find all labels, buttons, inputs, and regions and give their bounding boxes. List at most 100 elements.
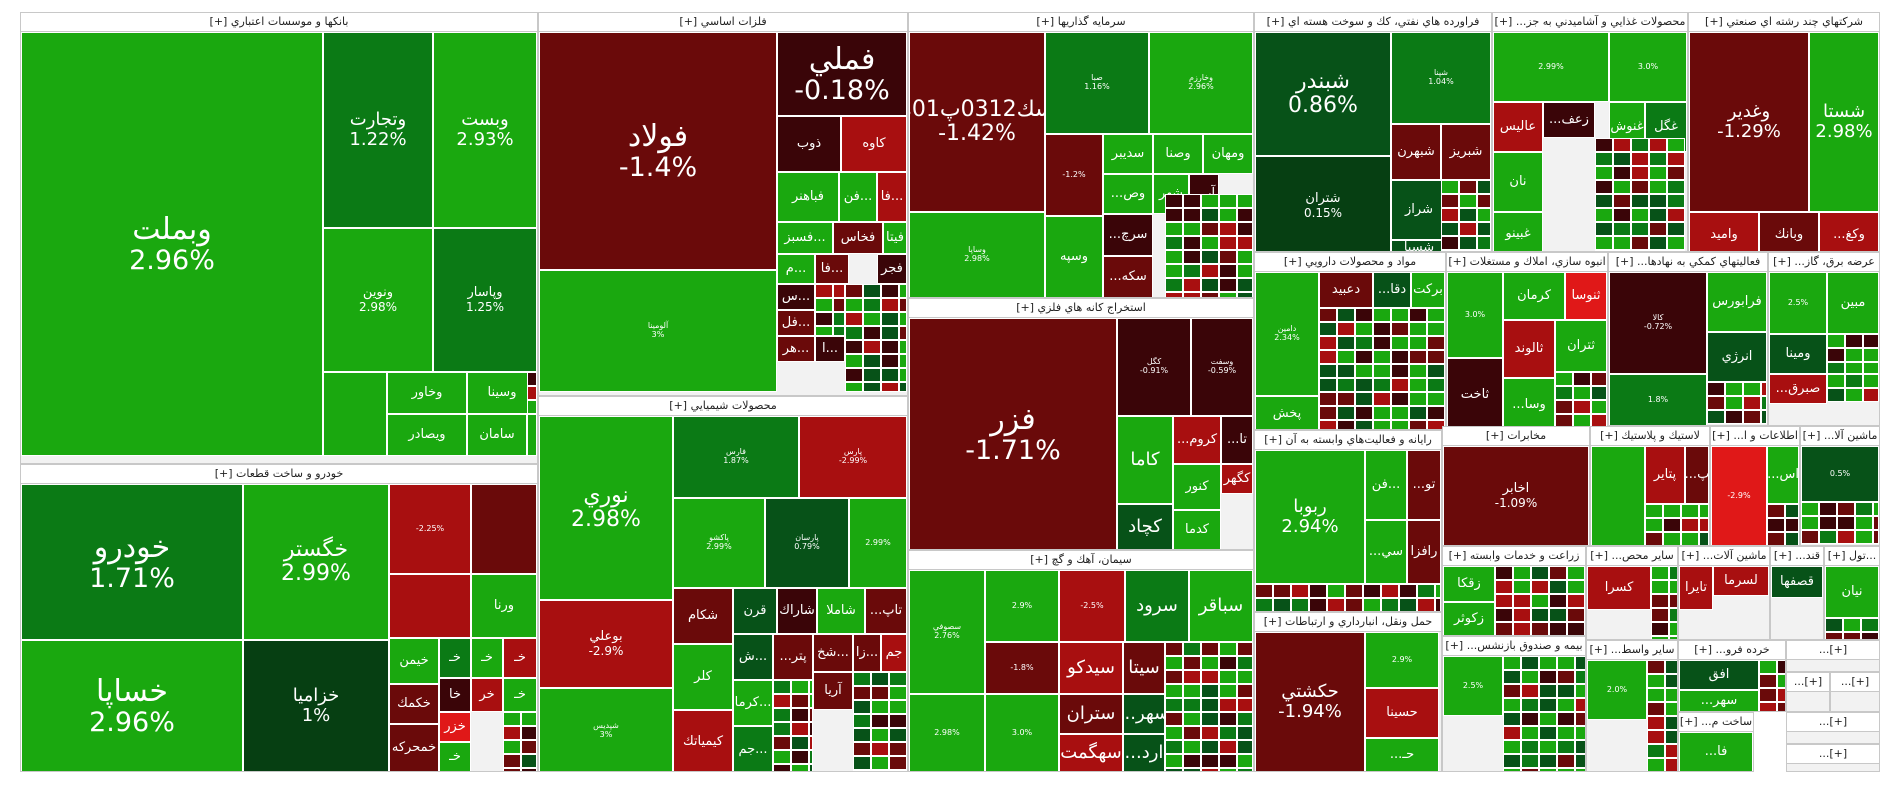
minor-stock-tile[interactable] (1201, 278, 1219, 292)
sector-block[interactable]: خودرو و ساخت قطعات [+] خودرو 1.71% خگستر 2.9… (20, 464, 538, 772)
sector-block[interactable]: محصولات شيميايي [+] نوري 2.98% فارس 1.87% پار… (538, 396, 908, 772)
minor-stock-tile[interactable] (863, 298, 881, 312)
minor-stock-tile[interactable] (845, 298, 863, 312)
minor-stock-tile[interactable] (1409, 364, 1427, 378)
sector-block[interactable]: استخراج كانه هاي فلزي [+] فزر -1.71% كگل -0.… (908, 298, 1254, 550)
minor-stock-tile[interactable] (1649, 166, 1667, 180)
stock-tile[interactable]: قصفها (1771, 566, 1823, 598)
stock-tile[interactable]: زا... (853, 634, 881, 672)
stock-tile[interactable]: كرما... (733, 680, 773, 726)
stock-tile[interactable]: اخابر -1.09% (1443, 446, 1589, 545)
minor-stock-tile[interactable] (1573, 386, 1591, 400)
minor-stock-tile[interactable] (1801, 516, 1819, 530)
sector-title[interactable]: عرضه برق، گاز... [+] (1769, 253, 1879, 272)
minor-stock-tile[interactable] (1201, 250, 1219, 264)
minor-stock-tile[interactable] (1219, 236, 1237, 250)
stock-tile[interactable] (389, 574, 471, 638)
minor-stock-tile[interactable] (1631, 236, 1649, 250)
minor-stock-tile[interactable] (1801, 502, 1819, 516)
stock-tile[interactable]: خزاميا 1% (243, 640, 389, 771)
sector-block[interactable]: حمل ونقل، انبارداري و ارتباطات [+] حكشتي -… (1254, 612, 1442, 772)
sector-title[interactable]: ساخت م... [+] (1679, 713, 1753, 732)
minor-stock-tile[interactable] (1631, 180, 1649, 194)
minor-stock-tile[interactable] (1427, 378, 1445, 392)
minor-stock-tile[interactable] (871, 770, 889, 771)
minor-stock-tile[interactable] (1631, 194, 1649, 208)
minor-stock-tile[interactable] (1477, 222, 1491, 236)
minor-stock-tile[interactable] (1165, 768, 1183, 771)
stock-tile[interactable]: ...دقا (1373, 272, 1411, 308)
stock-tile[interactable]: ...فا (1679, 732, 1753, 771)
minor-stock-tile[interactable] (881, 326, 899, 340)
stock-tile[interactable]: ...سرچ (1103, 214, 1153, 256)
minor-stock-tile[interactable] (1681, 518, 1699, 532)
minor-stock-tile[interactable] (1201, 222, 1219, 236)
stock-tile[interactable]: ذوب (777, 116, 841, 172)
sector-block[interactable]: شركتهاي چند رشته اي صنعتي [+] وغدير -1.29%… (1688, 12, 1880, 252)
minor-stock-tile[interactable] (1273, 584, 1291, 598)
minor-stock-tile[interactable] (1183, 292, 1201, 297)
minor-stock-tile[interactable] (1681, 504, 1699, 518)
stock-tile[interactable]: وبملت 2.96% (21, 32, 323, 456)
stock-tile[interactable]: لسرما (1713, 566, 1769, 596)
stock-tile[interactable]: آريا (813, 672, 853, 710)
sector-block[interactable]: فلزات اساسي [+] فولاد -1.4% فملي -0.18% آلومي… (538, 12, 908, 396)
minor-stock-tile[interactable] (1759, 688, 1777, 702)
minor-stock-tile[interactable] (1613, 152, 1631, 166)
sector-title[interactable]: سرمايه گذاريها [+] (909, 13, 1253, 32)
stock-tile[interactable]: نيان (1825, 566, 1879, 618)
minor-stock-tile[interactable] (1665, 688, 1677, 702)
minor-stock-tile[interactable] (1355, 378, 1373, 392)
minor-stock-tile[interactable] (1819, 502, 1837, 516)
sector-title[interactable]: ساير واسط... [+] (1587, 641, 1677, 660)
stock-tile[interactable]: خكمك (389, 684, 439, 724)
stock-tile[interactable]: -2.25% (389, 484, 471, 574)
minor-stock-tile[interactable] (1549, 566, 1567, 580)
minor-stock-tile[interactable] (791, 736, 809, 750)
stock-tile[interactable]: نان (1493, 152, 1543, 212)
minor-stock-tile[interactable] (1595, 250, 1613, 251)
minor-stock-tile[interactable] (863, 312, 881, 326)
stock-tile[interactable]: وپاسار 1.25% (433, 228, 537, 372)
sector-title[interactable]: مخابرات [+] (1443, 427, 1589, 446)
minor-stock-tile[interactable] (1219, 222, 1237, 236)
minor-stock-tile[interactable] (1219, 726, 1237, 740)
minor-stock-tile[interactable] (1255, 584, 1273, 598)
stock-tile[interactable]: كچاد (1117, 504, 1173, 549)
minor-stock-tile[interactable] (1631, 166, 1649, 180)
minor-stock-tile[interactable] (853, 700, 871, 714)
stock-tile[interactable]: ...تاپ (865, 588, 907, 634)
minor-stock-tile[interactable] (1345, 584, 1363, 598)
minor-stock-tile[interactable] (1575, 698, 1585, 712)
minor-stock-tile[interactable] (1863, 374, 1879, 388)
minor-stock-tile[interactable] (1665, 716, 1677, 730)
minor-stock-tile[interactable] (1845, 374, 1863, 388)
minor-stock-tile[interactable] (1631, 208, 1649, 222)
minor-stock-tile[interactable] (1827, 334, 1845, 348)
minor-stock-tile[interactable] (1521, 768, 1539, 771)
minor-stock-tile[interactable] (1777, 674, 1785, 688)
minor-stock-tile[interactable] (1777, 688, 1785, 702)
minor-stock-tile[interactable] (1595, 166, 1613, 180)
minor-stock-tile[interactable] (1391, 378, 1409, 392)
minor-stock-tile[interactable] (1165, 250, 1183, 264)
minor-stock-tile[interactable] (1647, 702, 1665, 716)
stock-tile[interactable]: -2.5% (1059, 570, 1125, 642)
minor-stock-tile[interactable] (1827, 362, 1845, 374)
minor-stock-tile[interactable] (1567, 608, 1585, 622)
stock-tile[interactable]: خـ (503, 678, 537, 712)
minor-stock-tile[interactable] (809, 680, 813, 694)
minor-stock-tile[interactable] (1595, 222, 1613, 236)
sector-title[interactable]: لاستيك و پلاستيك [+] (1591, 427, 1709, 446)
minor-stock-tile[interactable] (1319, 364, 1337, 378)
stock-tile[interactable]: ...حـ (1365, 738, 1439, 771)
minor-stock-tile[interactable] (1183, 726, 1201, 740)
stock-tile[interactable]: 3.0% (1609, 32, 1687, 102)
minor-stock-tile[interactable] (1427, 336, 1445, 350)
minor-stock-tile[interactable] (1531, 622, 1549, 635)
minor-stock-tile[interactable] (1345, 598, 1363, 611)
sector-title[interactable]: ساير محص... [+] (1587, 547, 1677, 566)
sector-title[interactable]: بانكها و موسسات اعتباري [+] (21, 13, 537, 32)
sector-title[interactable]: [+]... (1787, 673, 1829, 692)
minor-stock-tile[interactable] (1651, 566, 1669, 580)
